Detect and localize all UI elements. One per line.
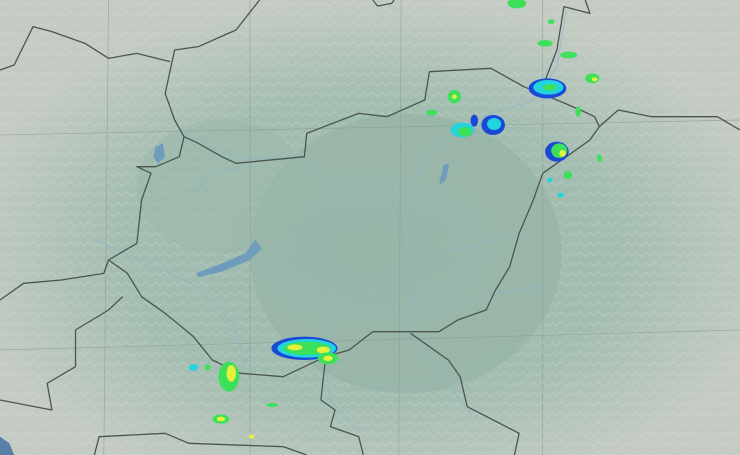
- hungary-border: [109, 68, 600, 376]
- slovenia-croatia-border: [0, 260, 109, 300]
- radar-echoes: [188, 0, 602, 439]
- romania-serbia-border: [411, 333, 520, 455]
- lake-neusiedl: [153, 143, 166, 164]
- ukraine-romania-border: [599, 110, 740, 130]
- croatia-bosnia-border: [0, 297, 123, 410]
- lake-tisza: [438, 163, 450, 185]
- radar-cell-northeast: [426, 0, 602, 198]
- lakes: [0, 143, 450, 455]
- radar-cell-southwest: [188, 361, 278, 439]
- radar-cell-south: [271, 336, 339, 365]
- czech-austria-border: [0, 27, 170, 70]
- bosnia-south-border: [94, 433, 306, 455]
- western-plain: [136, 120, 307, 254]
- serbia-border: [321, 357, 363, 455]
- slovakia-austria-border: [165, 0, 259, 137]
- slovakia-ukraine-border: [543, 0, 590, 87]
- great-plain: [250, 113, 562, 394]
- poland-slovakia-border: [373, 0, 394, 6]
- lake-balaton: [195, 240, 262, 278]
- lake-adriatic-edge: [0, 436, 15, 455]
